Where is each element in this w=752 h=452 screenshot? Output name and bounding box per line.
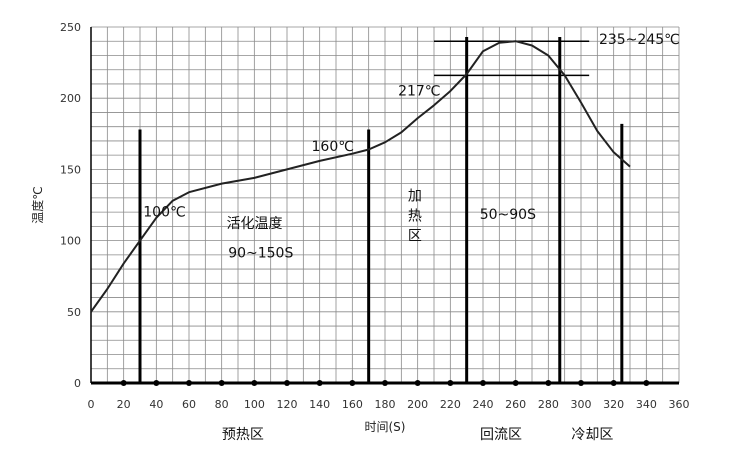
- y-axis-label: 温度℃: [30, 186, 45, 223]
- x-axis-dot: [251, 380, 258, 386]
- x-axis-dot: [349, 380, 356, 386]
- x-axis-dot: [610, 380, 617, 386]
- x-tick-label: 40: [149, 398, 163, 411]
- zone-label: 回流区: [480, 427, 522, 443]
- y-tick-label: 200: [60, 92, 81, 105]
- x-axis-dot: [414, 380, 421, 386]
- x-tick-label: 200: [407, 398, 428, 411]
- annotation-label: 235~245℃: [599, 32, 680, 48]
- x-axis-dot: [480, 380, 486, 386]
- marker-lines: [138, 36, 624, 383]
- x-tick-label: 100: [244, 398, 265, 411]
- tick-labels: 0 20 40 60 80 100 120 140 160 180 200 220 240 260 280 3…: [30, 21, 690, 434]
- y-tick-label: 100: [60, 235, 81, 248]
- x-tick-label: 60: [182, 398, 196, 411]
- zone-label: 预热区: [222, 427, 264, 443]
- x-tick-label: 360: [669, 398, 690, 411]
- x-tick-label: 260: [505, 398, 526, 411]
- x-axis-dot: [643, 380, 650, 386]
- axes: [90, 27, 679, 386]
- y-tick-label: 150: [60, 163, 81, 176]
- annotations: 235~245℃ 217℃ 160℃ 100℃ 活化温度 90~150S 加热区 50~90S…: [143, 32, 680, 443]
- x-axis-dot: [153, 380, 160, 386]
- x-axis-dot: [447, 380, 454, 386]
- x-tick-label: 0: [88, 398, 95, 411]
- x-axis-dot: [382, 380, 388, 386]
- x-tick-label: 340: [636, 398, 657, 411]
- x-tick-label: 20: [117, 398, 131, 411]
- y-tick-label: 0: [74, 377, 81, 390]
- annotation-label: 160℃: [312, 139, 354, 155]
- x-tick-label: 300: [571, 398, 592, 411]
- series-line: [90, 40, 631, 313]
- x-axis-dot: [512, 380, 519, 386]
- x-tick-label: 320: [603, 398, 624, 411]
- annotation-label: 100℃: [143, 204, 185, 220]
- x-tick-label: 80: [215, 398, 229, 411]
- annotation-label: 加: [408, 189, 422, 205]
- x-axis-dot: [120, 380, 127, 386]
- x-tick-label: 120: [277, 398, 298, 411]
- annotation-label: 热: [408, 209, 422, 225]
- x-axis-label: 时间(S): [365, 420, 406, 434]
- x-axis-dot: [284, 380, 290, 386]
- x-axis-dot: [578, 380, 584, 386]
- annotation-label: 90~150S: [228, 246, 293, 262]
- x-axis-dot: [545, 380, 552, 386]
- zone-label: 冷却区: [571, 427, 613, 443]
- annotation-label: 50~90S: [480, 207, 536, 223]
- y-tick-label: 50: [67, 306, 81, 319]
- x-tick-label: 160: [342, 398, 363, 411]
- x-tick-label: 280: [538, 398, 559, 411]
- x-axis-dot: [316, 380, 323, 386]
- x-tick-label: 240: [473, 398, 494, 411]
- temperature-curve: [90, 40, 631, 313]
- x-tick-label: 140: [309, 398, 330, 411]
- annotation-label: 活化温度: [227, 216, 283, 232]
- y-tick-label: 250: [60, 21, 81, 34]
- x-axis-dot: [218, 380, 225, 386]
- annotation-label: 217℃: [398, 83, 440, 99]
- annotation-label: 区: [408, 229, 422, 245]
- x-tick-label: 220: [440, 398, 461, 411]
- x-tick-label: 180: [375, 398, 396, 411]
- x-axis-dot: [186, 380, 192, 386]
